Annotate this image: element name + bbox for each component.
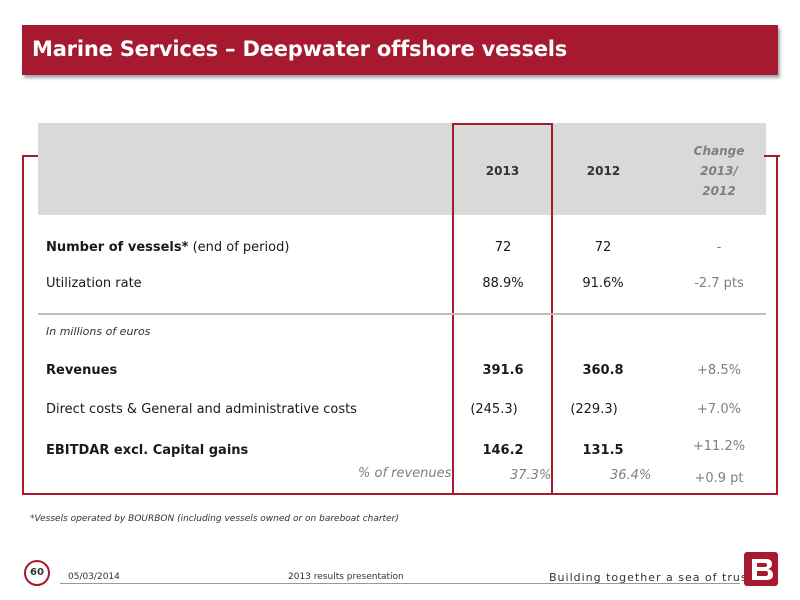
pct-revenues-change: +0.9 pt [694, 471, 744, 486]
cell-vessels-change: - [716, 240, 722, 255]
highlight-column-2013 [452, 123, 553, 495]
col-header-change-line3: 2012 [702, 184, 736, 198]
cell-ebitdar-2012: 131.5 [582, 443, 624, 458]
pct-revenues-label: % of revenues [358, 466, 452, 481]
col-header-change-line1: Change [693, 144, 745, 158]
page-title: Marine Services – Deepwater offshore ves… [32, 37, 568, 61]
cell-utilization-change: -2.7 pts [694, 276, 744, 291]
table-header-band [38, 123, 766, 215]
col-header-change: Change 2013/ 2012 [674, 141, 764, 201]
unit-note: In millions of euros [46, 325, 151, 338]
title-bar: Marine Services – Deepwater offshore ves… [22, 25, 778, 75]
row-label-vessels: Number of vessels* (end of period) [46, 240, 289, 255]
page-number: 60 [24, 560, 50, 586]
footer-date: 05/03/2014 [68, 572, 120, 582]
row-label-revenues: Revenues [46, 363, 118, 378]
cell-ebitdar-2013: 146.2 [482, 443, 524, 458]
pct-revenues-2013: 37.3% [510, 468, 552, 483]
cell-revenues-2012: 360.8 [582, 363, 624, 378]
footer-divider [60, 583, 740, 584]
cell-revenues-change: +8.5% [697, 363, 741, 378]
cell-utilization-2012: 91.6% [582, 276, 624, 291]
cell-costs-2013: (245.3) [470, 402, 518, 417]
footer-slogan: Building together a sea of trust [549, 571, 753, 584]
row-label-vessels-rest: (end of period) [188, 240, 290, 255]
cell-ebitdar-change: +11.2% [692, 439, 746, 454]
cell-vessels-2012: 72 [594, 240, 612, 255]
cell-costs-change: +7.0% [697, 402, 741, 417]
row-label-vessels-bold: Number of vessels* [46, 240, 189, 255]
row-label-ebitdar: EBITDAR excl. Capital gains [46, 443, 249, 458]
col-header-change-line2: 2013/ [700, 164, 738, 178]
section-divider [38, 313, 766, 315]
footnote: *Vessels operated by BOURBON (including … [30, 514, 399, 524]
row-label-utilization: Utilization rate [46, 276, 142, 291]
frame-corner-right [764, 155, 780, 157]
cell-utilization-2013: 88.9% [482, 276, 524, 291]
cell-revenues-2013: 391.6 [482, 363, 524, 378]
cell-vessels-2013: 72 [494, 240, 512, 255]
frame-corner-left [22, 155, 38, 157]
col-header-2013: 2013 [485, 164, 520, 178]
col-header-2012: 2012 [586, 164, 621, 178]
pct-revenues-2012: 36.4% [610, 468, 652, 483]
footer-presentation-title: 2013 results presentation [288, 572, 404, 582]
table-frame [22, 155, 778, 495]
bourbon-logo-icon [744, 552, 778, 586]
row-label-costs: Direct costs & General and administrativ… [46, 402, 357, 417]
cell-costs-2012: (229.3) [570, 402, 618, 417]
